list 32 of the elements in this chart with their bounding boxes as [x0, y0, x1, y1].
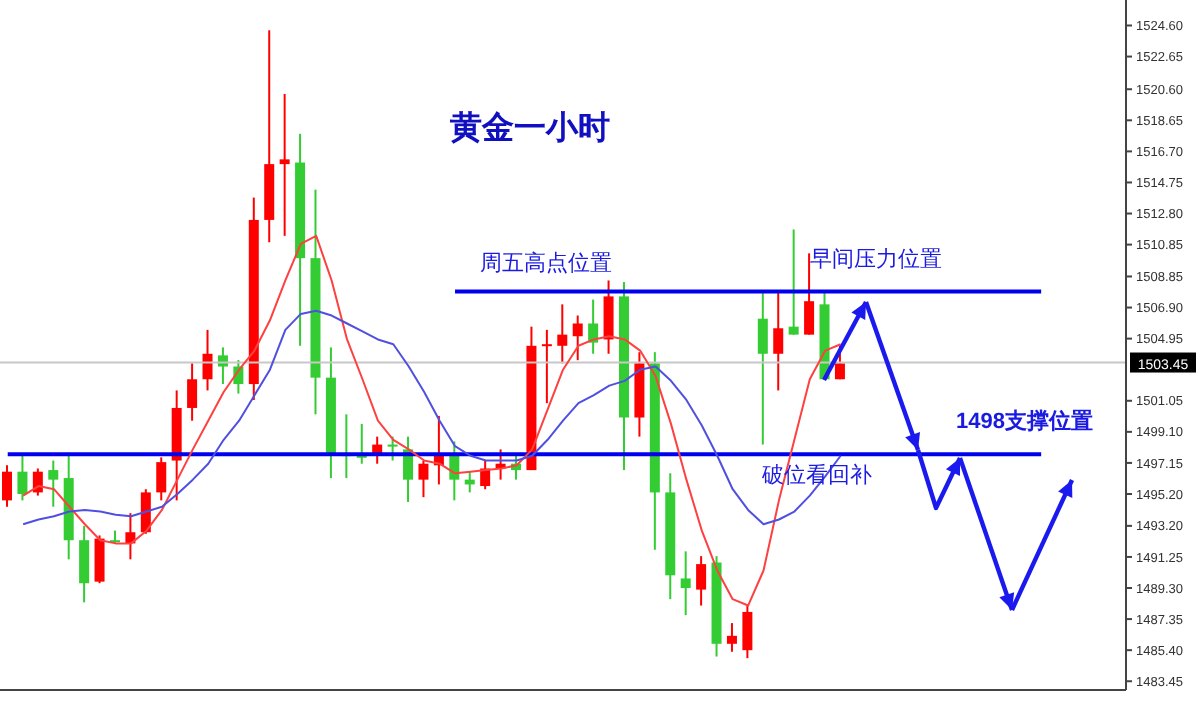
candlestick [572, 314, 583, 362]
candlestick [726, 622, 737, 653]
candlestick [418, 459, 429, 499]
candlestick [588, 298, 599, 355]
annotation: 周五高点位置 [480, 247, 612, 278]
candlestick [757, 290, 768, 446]
candlestick [603, 279, 614, 355]
candlestick [773, 290, 784, 392]
candlestick [449, 440, 460, 502]
candlestick [541, 328, 552, 405]
candlestick [17, 454, 28, 502]
text: 黄金一小时 [450, 108, 610, 150]
candlestick [788, 228, 799, 336]
candlestick [356, 422, 367, 465]
candlestick [557, 303, 568, 365]
candlestick [480, 459, 491, 491]
candlestick [742, 604, 753, 660]
candlestick [279, 93, 290, 237]
candlestick [387, 435, 398, 462]
annotation: 早间压力位置 [810, 243, 942, 274]
annotation: 1498支撑位置 [956, 407, 1093, 437]
candlestick [680, 550, 691, 617]
candlestick [2, 464, 12, 508]
candlestick [834, 344, 845, 381]
candlestick [140, 488, 151, 535]
candlestick [79, 524, 90, 604]
candlestick [202, 328, 213, 392]
candlestick [156, 456, 167, 502]
candlestick [187, 362, 198, 422]
candlestick [94, 534, 105, 585]
candlestick [696, 555, 707, 607]
candlestick [48, 459, 59, 508]
